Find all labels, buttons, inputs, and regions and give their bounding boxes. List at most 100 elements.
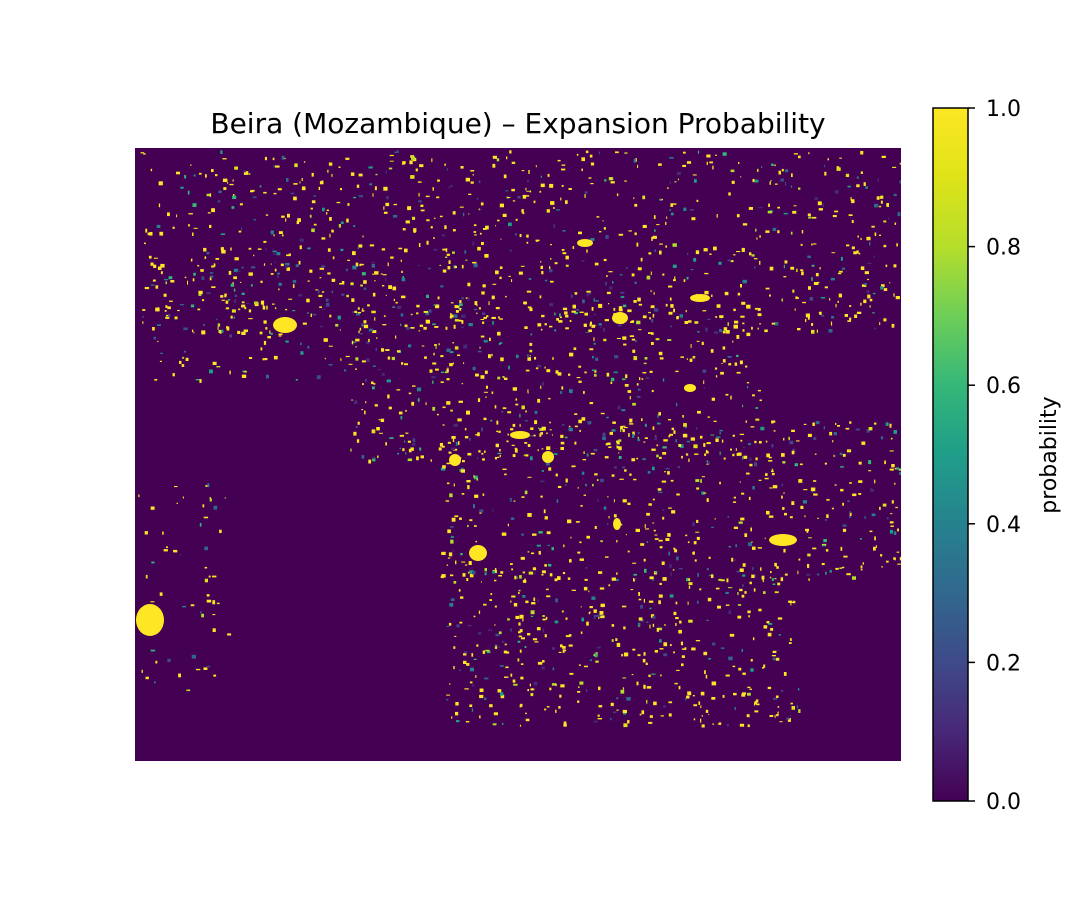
map-speckle: [849, 421, 852, 424]
map-speckle: [358, 173, 363, 177]
map-speckle: [432, 362, 437, 365]
map-speckle: [673, 611, 677, 616]
map-speckle: [723, 457, 726, 460]
map-speckle: [277, 188, 282, 191]
map-speckle: [752, 178, 755, 183]
map-speckle: [629, 423, 634, 425]
map-speckle: [500, 357, 504, 362]
map-speckle: [781, 483, 783, 487]
map-speckle: [385, 442, 387, 446]
map-speckle: [722, 152, 727, 156]
map-speckle: [446, 482, 450, 485]
map-speckle: [469, 667, 474, 672]
map-speckle: [613, 371, 618, 374]
map-speckle: [765, 287, 770, 290]
map-speckle: [718, 261, 722, 265]
map-speckle: [827, 158, 829, 161]
map-speckle: [659, 456, 662, 459]
map-speckle: [494, 457, 497, 460]
map-speckle: [860, 302, 862, 306]
map-speckle: [754, 440, 757, 444]
map-speckle: [682, 433, 688, 438]
map-speckle: [357, 307, 360, 310]
map-speckle: [860, 565, 863, 569]
map-speckle: [578, 380, 582, 383]
map-speckle: [832, 440, 834, 443]
map-speckle: [356, 184, 360, 188]
map-speckle: [814, 453, 817, 455]
map-speckle: [387, 356, 391, 360]
map-speckle: [775, 695, 779, 698]
map-speckle: [669, 594, 674, 598]
map-speckle: [510, 673, 513, 677]
map-speckle: [463, 651, 468, 655]
map-speckle: [359, 333, 363, 335]
map-speckle: [502, 407, 507, 409]
map-speckle: [560, 391, 563, 394]
map-speckle: [784, 573, 788, 576]
map-speckle: [805, 318, 807, 323]
map-speckle: [401, 270, 403, 273]
map-speckle: [445, 248, 448, 253]
map-speckle: [217, 200, 221, 203]
map-speckle: [642, 315, 647, 319]
map-speckle: [643, 441, 646, 443]
map-speckle: [706, 567, 709, 571]
map-speckle: [881, 284, 885, 288]
map-speckle: [469, 570, 474, 574]
map-speckle: [606, 275, 608, 278]
map-speckle: [458, 589, 461, 592]
map-speckle: [540, 432, 543, 435]
map-speckle: [524, 646, 527, 648]
map-speckle: [383, 211, 388, 214]
map-speckle: [695, 640, 701, 642]
map-speckle: [201, 330, 206, 335]
map-speckle: [622, 466, 626, 469]
map-speckle: [894, 558, 896, 561]
map-speckle: [889, 450, 894, 452]
map-speckle: [708, 461, 710, 465]
map-speckle: [696, 340, 700, 342]
map-speckle: [604, 179, 607, 182]
map-speckle: [687, 253, 689, 256]
map-speckle: [521, 496, 525, 498]
map-speckle: [889, 529, 894, 534]
map-speckle: [711, 681, 717, 686]
map-speckle: [670, 571, 672, 576]
map-speckle: [691, 647, 696, 651]
map-speckle: [263, 340, 267, 345]
map-speckle: [522, 194, 527, 199]
map-speckle: [270, 263, 272, 265]
map-speckle: [581, 417, 586, 421]
map-speckle: [488, 354, 491, 359]
map-speckle: [733, 254, 736, 256]
map-speckle: [634, 281, 637, 284]
map-speckle: [880, 286, 883, 290]
map-speckle: [244, 306, 247, 310]
map-speckle: [448, 451, 452, 454]
map-speckle: [351, 340, 354, 345]
map-speckle: [544, 279, 548, 282]
map-speckle: [764, 477, 769, 480]
map-speckle: [783, 492, 785, 494]
map-speckle: [551, 547, 554, 551]
map-speckle: [537, 599, 539, 603]
map-speckle: [840, 466, 844, 468]
map-speckle: [500, 692, 504, 696]
map-speckle: [781, 495, 783, 499]
map-speckle: [636, 242, 639, 247]
map-speckle: [813, 493, 818, 496]
map-speckle: [372, 386, 375, 390]
map-speckle: [157, 266, 162, 270]
map-speckle: [583, 451, 585, 454]
map-speckle: [495, 443, 499, 448]
map-speckle: [332, 256, 335, 260]
map-speckle: [821, 563, 825, 566]
map-speckle: [706, 449, 708, 452]
map-speckle: [549, 183, 554, 188]
map-speckle: [383, 274, 387, 276]
map-speckle: [609, 286, 613, 290]
map-speckle: [500, 694, 505, 699]
map-speckle: [599, 587, 605, 590]
map-speckle: [590, 452, 595, 455]
